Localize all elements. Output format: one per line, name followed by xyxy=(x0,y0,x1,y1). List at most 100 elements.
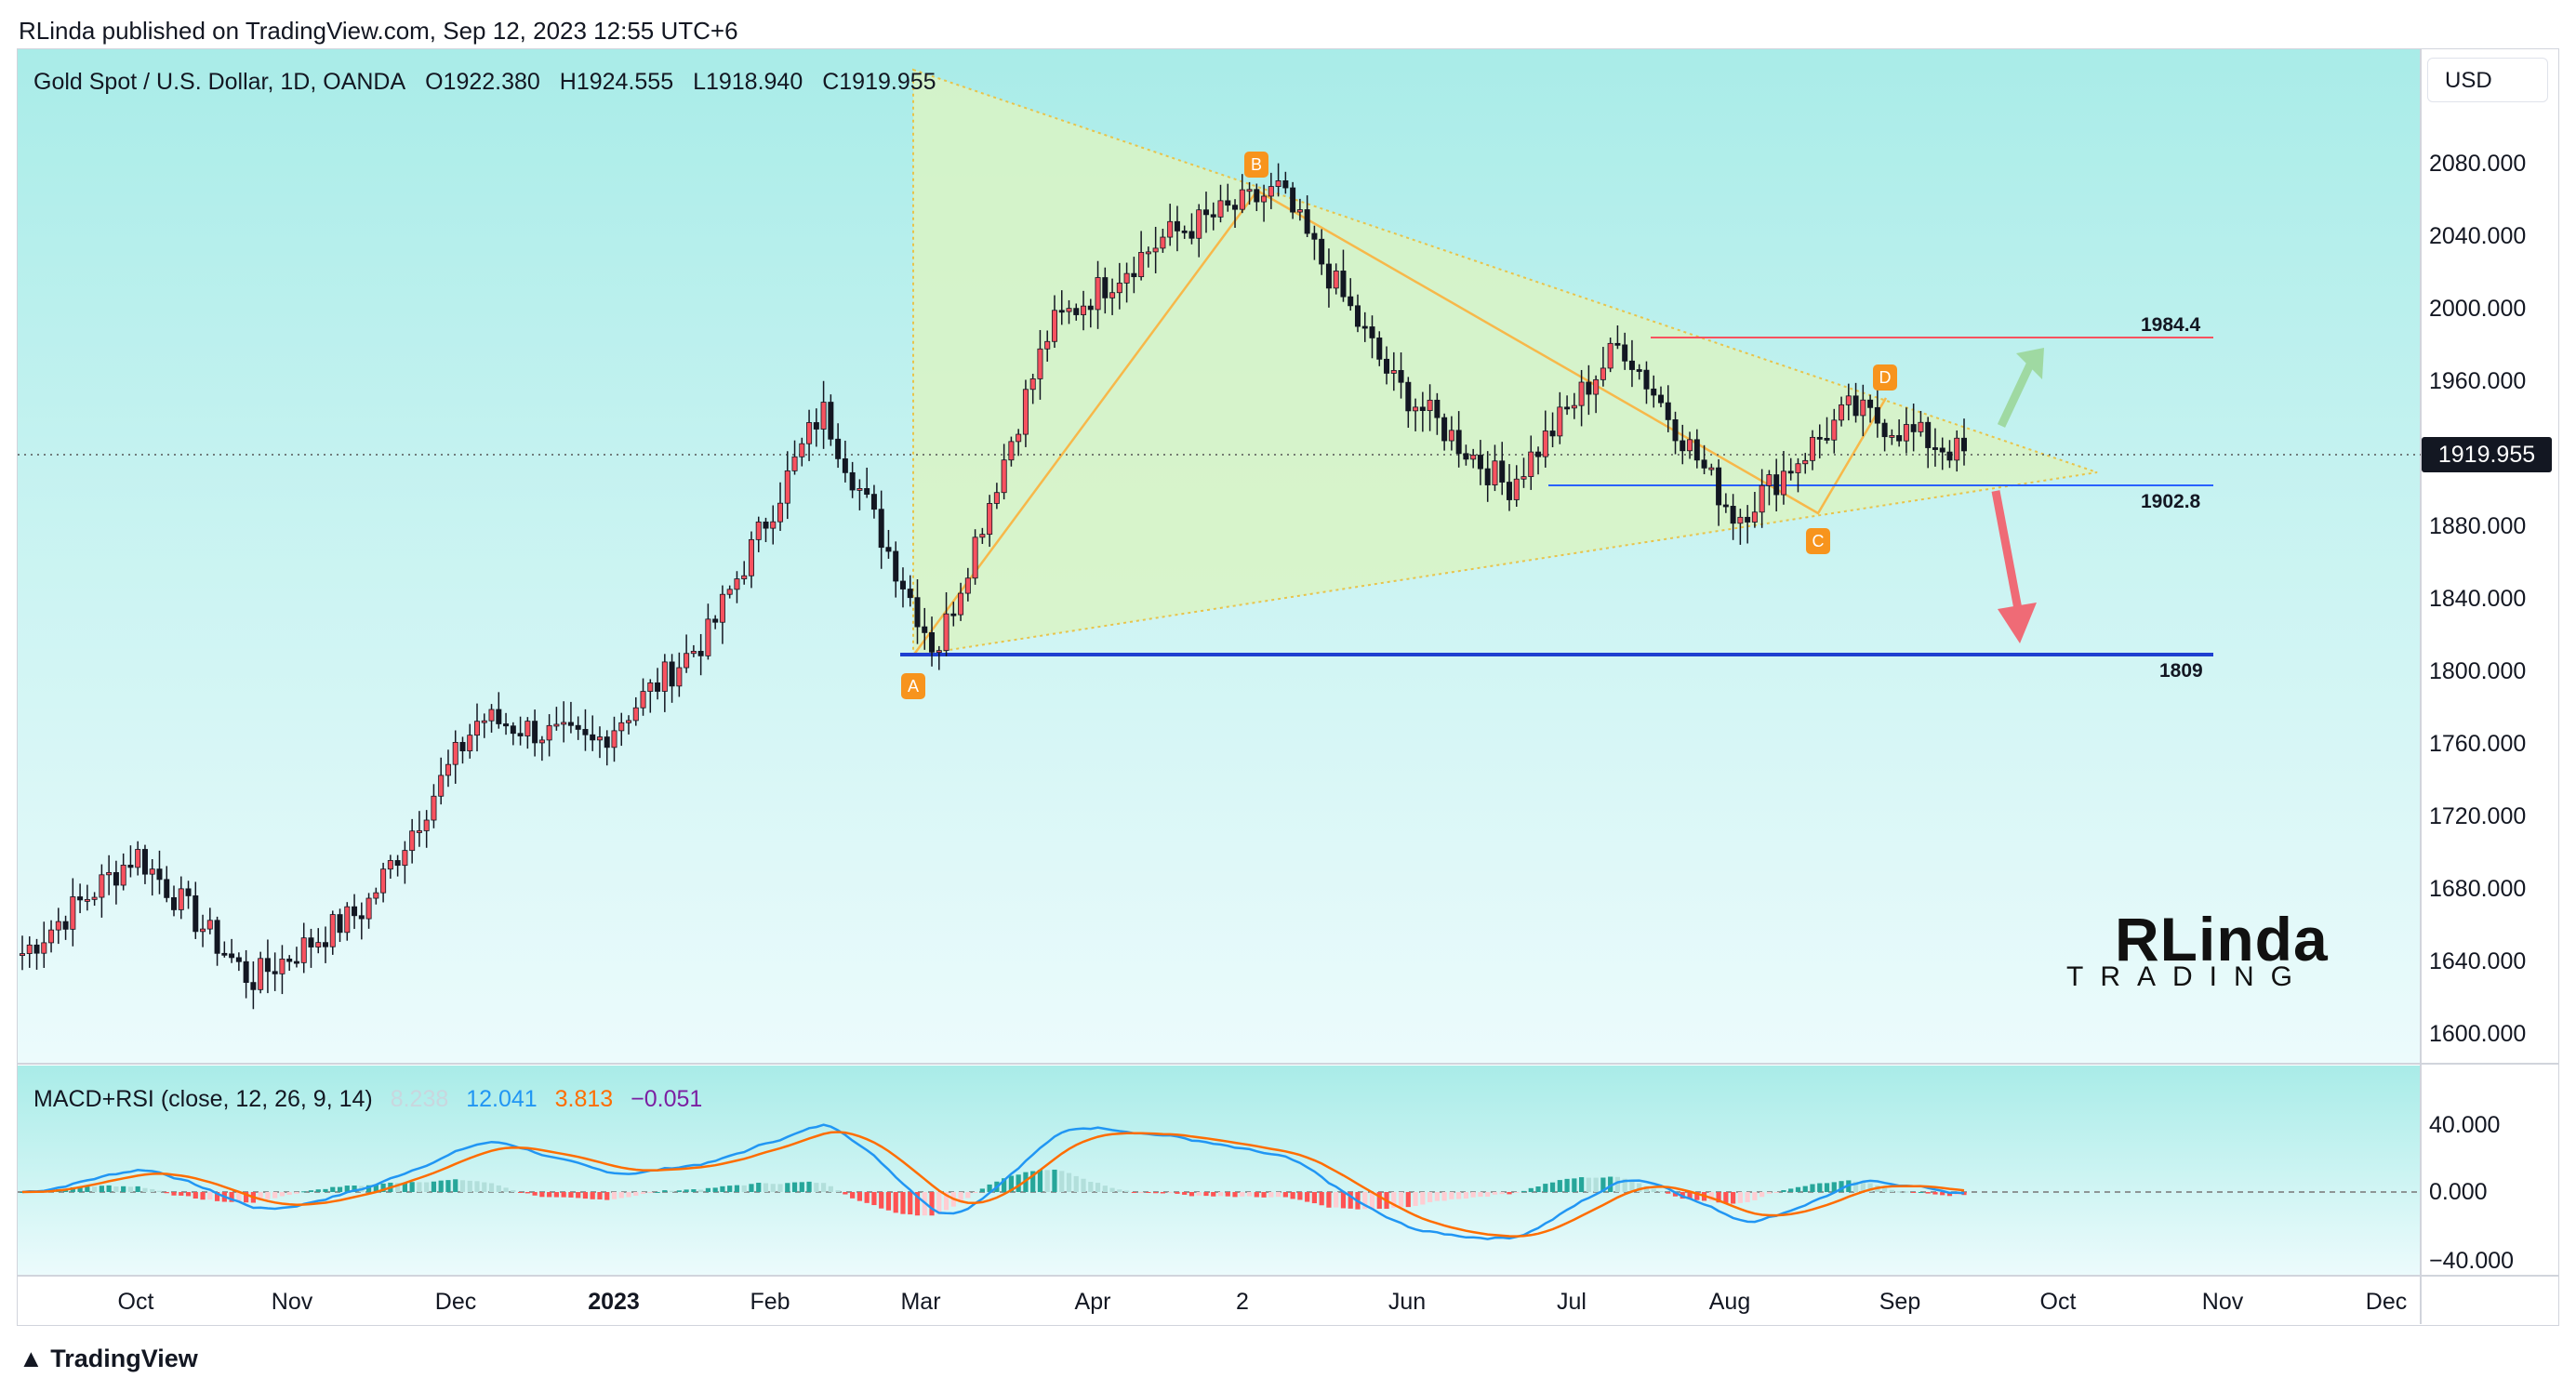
candle-body xyxy=(308,937,314,947)
candle-body xyxy=(1693,439,1700,461)
point-b-badge[interactable]: B xyxy=(1244,152,1268,178)
point-c-badge[interactable]: C xyxy=(1806,528,1830,554)
candle-body xyxy=(127,865,134,868)
hist-value: −0.051 xyxy=(631,1086,703,1112)
candle-body xyxy=(206,920,213,930)
y-tick: 1960.000 xyxy=(2429,368,2527,394)
candle-body xyxy=(141,849,148,875)
candle-body xyxy=(1839,404,1845,421)
bearish-arrow[interactable] xyxy=(1991,490,2037,643)
symbol-legend[interactable]: Gold Spot / U.S. Dollar, 1D, OANDA O1922… xyxy=(33,69,949,96)
candle-body xyxy=(1716,467,1722,506)
candle-body xyxy=(1448,430,1454,442)
candle-body xyxy=(1903,424,1909,442)
macd-hist-bar xyxy=(1629,1181,1635,1192)
macd-hist-bar xyxy=(1182,1192,1188,1195)
candle-body xyxy=(416,830,422,833)
macd-hist-bar xyxy=(344,1186,350,1192)
macd-hist-bar xyxy=(1795,1186,1801,1192)
candle-body xyxy=(164,879,170,898)
currency-selector[interactable]: USD xyxy=(2427,58,2548,102)
macd-hist-bar xyxy=(1420,1192,1426,1205)
macd-hist-bar xyxy=(1153,1192,1159,1194)
candle-body xyxy=(250,982,257,990)
macd-hist-bar xyxy=(323,1188,328,1192)
macd-hist-bar xyxy=(791,1182,798,1192)
candle-body xyxy=(84,898,90,902)
bullish-arrow[interactable] xyxy=(1997,348,2044,428)
point-d-badge[interactable]: D xyxy=(1873,364,1897,391)
candle-body xyxy=(1672,418,1679,442)
macd-hist-bar xyxy=(99,1186,104,1192)
macd-hist-bar xyxy=(185,1192,192,1197)
tradingview-footer[interactable]: ▲ TradingView xyxy=(19,1345,198,1373)
candle-body xyxy=(1564,406,1571,410)
ohlc-open: O1922.380 xyxy=(425,69,540,95)
macd-hist-bar xyxy=(1254,1192,1259,1198)
candle-body xyxy=(899,580,906,590)
macd-hist-bar xyxy=(1059,1171,1065,1192)
chart-frame xyxy=(17,48,2559,1326)
macd-hist-bar xyxy=(1549,1182,1556,1192)
candle-body xyxy=(1657,394,1664,404)
macd-hist-bar xyxy=(1449,1192,1454,1199)
macd-legend[interactable]: MACD+RSI (close, 12, 26, 9, 14) 8.238 12… xyxy=(33,1086,713,1113)
macd-hist-bar xyxy=(244,1192,249,1203)
candle-body xyxy=(394,860,401,867)
candle-body xyxy=(546,724,552,741)
footer-brand-name: TradingView xyxy=(50,1345,198,1372)
candle-body xyxy=(958,592,964,616)
macd-hist-bar xyxy=(1196,1192,1202,1196)
macd-hist-bar xyxy=(135,1186,140,1192)
ohlc-high: H1924.555 xyxy=(559,69,674,95)
macd-hist-bar xyxy=(417,1182,422,1192)
macd-hist-bar xyxy=(958,1192,963,1203)
candle-body xyxy=(1152,247,1159,253)
candle-body xyxy=(655,682,661,692)
triangle-pattern[interactable] xyxy=(912,68,2098,657)
x-tick: Dec xyxy=(434,1289,477,1315)
macd-hist-bar xyxy=(402,1183,407,1192)
y-tick: 1880.000 xyxy=(2429,513,2527,539)
macd-hist-bar xyxy=(1839,1181,1844,1192)
point-a-badge[interactable]: A xyxy=(901,673,925,699)
macd-hist-bar xyxy=(1434,1192,1440,1201)
macd-hist-bar xyxy=(1514,1192,1520,1193)
candle-body xyxy=(950,613,957,616)
macd-hist-bar xyxy=(662,1190,668,1192)
macd-hist-bar xyxy=(1925,1192,1931,1194)
candle-body xyxy=(524,721,531,736)
macd-hist-bar xyxy=(229,1192,234,1202)
macd-hist-bar xyxy=(517,1192,524,1193)
candle-body xyxy=(1802,459,1809,465)
macd-hist-bar xyxy=(539,1192,545,1198)
macd-hist-bar xyxy=(113,1186,119,1192)
macd-hist-bar xyxy=(1643,1186,1650,1192)
candle-body xyxy=(459,741,466,751)
x-tick: Sep xyxy=(1879,1289,1921,1315)
candle-body xyxy=(243,960,249,984)
candle-body xyxy=(1622,344,1628,362)
macd-hist-bar xyxy=(1261,1192,1267,1198)
candle-body xyxy=(705,618,711,656)
macd-hist-bar xyxy=(294,1192,299,1194)
candle-body xyxy=(1586,381,1592,395)
macd-hist-bar xyxy=(1773,1192,1779,1193)
candle-body xyxy=(503,723,510,727)
symbol-name: Gold Spot / U.S. Dollar, 1D, OANDA xyxy=(33,69,406,95)
macd-hist-bar xyxy=(431,1181,437,1192)
macd-hist-bar xyxy=(532,1192,538,1196)
macd-hist-bar xyxy=(1311,1192,1318,1204)
macd-hist-bar xyxy=(171,1192,177,1196)
candle-body xyxy=(1361,325,1368,329)
macd-hist-bar xyxy=(1867,1183,1873,1192)
candle-body xyxy=(1571,404,1577,409)
candle-body xyxy=(352,906,358,917)
rsi-value: 8.238 xyxy=(390,1086,449,1112)
candle-body xyxy=(1427,399,1433,411)
macd-hist-bar xyxy=(1817,1183,1823,1192)
candle-body xyxy=(1434,399,1441,418)
macd-hist-bar xyxy=(156,1190,163,1192)
abcd-pattern-line[interactable] xyxy=(911,189,1888,656)
